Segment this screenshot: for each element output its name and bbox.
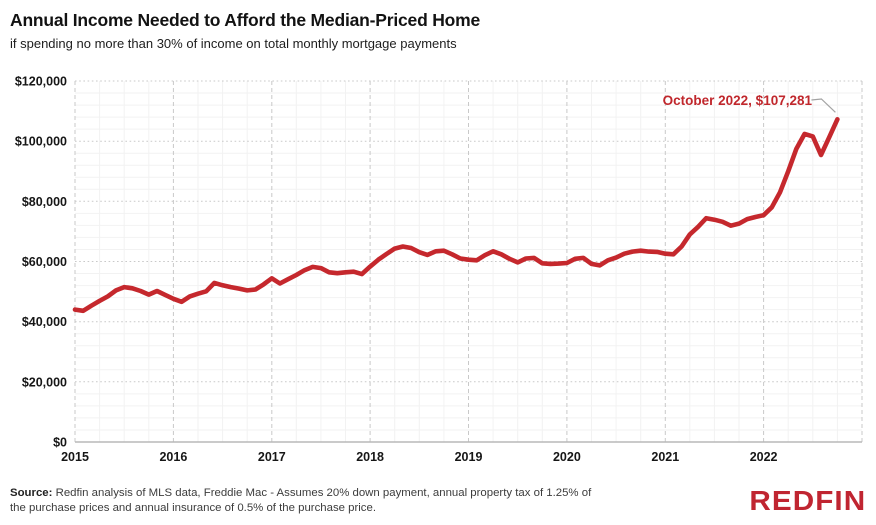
svg-text:$60,000: $60,000 <box>22 255 67 269</box>
svg-text:2021: 2021 <box>651 450 679 464</box>
source-label: Source: <box>10 487 53 499</box>
svg-text:$80,000: $80,000 <box>22 195 67 209</box>
svg-text:2016: 2016 <box>159 450 187 464</box>
svg-text:2019: 2019 <box>455 450 483 464</box>
svg-text:2018: 2018 <box>356 450 384 464</box>
annotation-october-2022: October 2022, $107,281 <box>662 93 812 108</box>
source-text: Redfin analysis of MLS data, Freddie Mac… <box>10 487 592 514</box>
svg-text:$100,000: $100,000 <box>15 135 67 149</box>
svg-text:$120,000: $120,000 <box>15 75 67 89</box>
svg-text:$40,000: $40,000 <box>22 315 67 329</box>
svg-text:$0: $0 <box>53 436 67 450</box>
svg-text:$20,000: $20,000 <box>22 375 67 389</box>
chart-subtitle: if spending no more than 30% of income o… <box>10 36 457 51</box>
chart-title: Annual Income Needed to Afford the Media… <box>10 10 481 30</box>
svg-text:2015: 2015 <box>61 450 89 464</box>
svg-text:2017: 2017 <box>258 450 286 464</box>
redfin-logo: REDFIN <box>749 485 866 516</box>
svg-text:2022: 2022 <box>750 450 778 464</box>
source-note: Source: Redfin analysis of MLS data, Fre… <box>10 486 602 516</box>
svg-text:2020: 2020 <box>553 450 581 464</box>
